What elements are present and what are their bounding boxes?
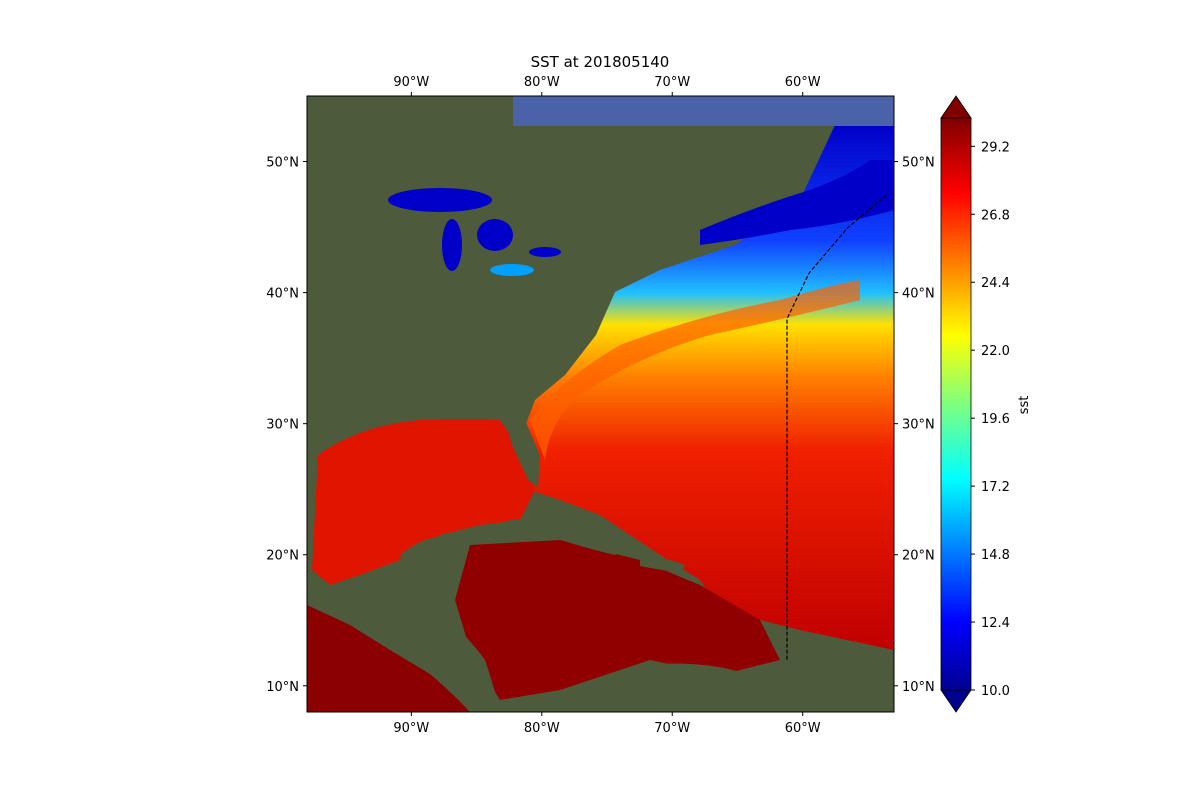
northern-water	[513, 96, 894, 126]
colorbar-extend-max	[940, 95, 972, 119]
lat-tick-label-right: 20°N	[902, 549, 935, 564]
colorbar-extend-min	[940, 689, 972, 713]
colorbar-tick-label: 12.4	[981, 616, 1010, 631]
yucatan-peninsula	[400, 537, 460, 589]
lon-tick-label-top: 90°W	[393, 75, 429, 90]
gulf-of-mexico	[312, 419, 535, 585]
south-america-coast	[520, 663, 790, 712]
caribbean-sea	[455, 540, 780, 700]
gulf-stream-band	[530, 280, 860, 460]
lake-huron	[477, 219, 513, 251]
map-frame	[306, 95, 895, 713]
colorbar-tick-label: 10.0	[981, 684, 1010, 699]
pacific-ocean	[307, 605, 470, 712]
gulf-of-st-lawrence	[700, 160, 894, 245]
lat-tick-label-right: 30°N	[902, 418, 935, 433]
colorbar-tick-label: 29.2	[981, 140, 1010, 155]
colorbar: 10.0 12.4 14.8 17.2 19.6 22.0 24.4 26.8 29.2 sst	[940, 95, 1032, 713]
lake-michigan	[442, 219, 462, 271]
latitude-ticks-right: 10°N 20°N 30°N 40°N 50°N	[894, 156, 935, 695]
lon-tick-label-top: 80°W	[524, 75, 560, 90]
lon-tick-label-bottom: 80°W	[524, 721, 560, 736]
lon-tick-label-top: 70°W	[654, 75, 690, 90]
lon-tick-label-bottom: 90°W	[393, 721, 429, 736]
lat-tick-label-left: 50°N	[266, 156, 299, 171]
atlantic-sst-field	[520, 125, 894, 650]
colorbar-tick-label: 26.8	[981, 208, 1010, 223]
colorbar-gradient	[940, 117, 972, 691]
longitude-ticks-bottom: 90°W 80°W 70°W 60°W	[393, 712, 821, 736]
lat-tick-label-right: 10°N	[902, 680, 935, 695]
colorbar-label: sst	[1017, 396, 1032, 415]
colorbar-tick-label: 24.4	[981, 276, 1010, 291]
lon-tick-label-bottom: 70°W	[654, 721, 690, 736]
lat-tick-label-left: 10°N	[266, 680, 299, 695]
lon-tick-label-bottom: 60°W	[785, 721, 821, 736]
map-title: SST at 201805140	[531, 53, 670, 71]
central-america	[330, 585, 500, 712]
lat-tick-label-right: 40°N	[902, 287, 935, 302]
latitude-ticks-left: 10°N 20°N 30°N 40°N 50°N	[266, 156, 307, 695]
lat-tick-label-left: 40°N	[266, 287, 299, 302]
map-panel	[307, 96, 894, 712]
lat-tick-label-left: 30°N	[266, 418, 299, 433]
colorbar-tick-label: 17.2	[981, 480, 1010, 495]
lake-erie	[490, 264, 534, 276]
lake-ontario	[529, 247, 561, 257]
hispaniola-island	[640, 557, 685, 573]
colorbar-ticks: 10.0 12.4 14.8 17.2 19.6 22.0 24.4 26.8 29.2	[971, 140, 1010, 699]
colorbar-tick-label: 19.6	[981, 412, 1010, 427]
lake-superior	[388, 188, 492, 212]
colorbar-tick-label: 22.0	[981, 344, 1010, 359]
boundary-dashed-line	[786, 193, 888, 660]
florida-peninsula	[505, 420, 540, 488]
longitude-ticks-top: 90°W 80°W 70°W 60°W	[393, 75, 821, 96]
lat-tick-label-left: 20°N	[266, 549, 299, 564]
lon-tick-label-top: 60°W	[785, 75, 821, 90]
cuba-island	[508, 518, 620, 555]
lat-tick-label-right: 50°N	[902, 156, 935, 171]
colorbar-tick-label: 14.8	[981, 548, 1010, 563]
